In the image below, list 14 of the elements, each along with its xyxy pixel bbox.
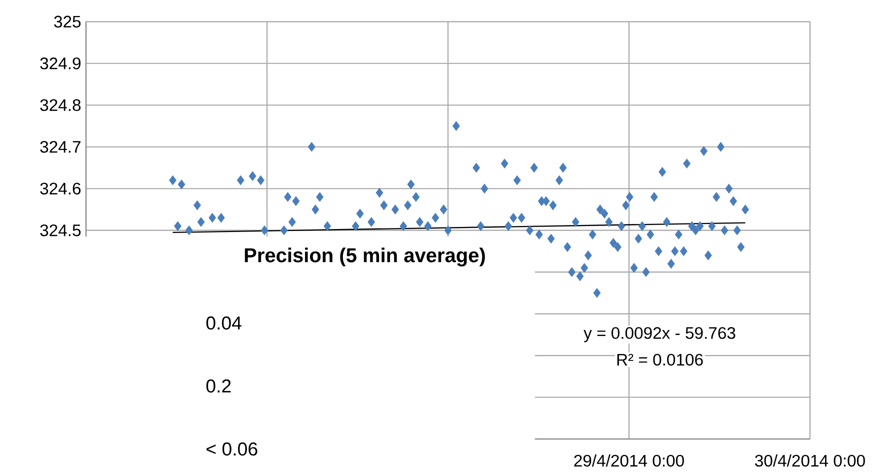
y-tick-label: 324.9: [40, 58, 81, 70]
annotation: Precision (5 min average): [244, 248, 485, 266]
y-tick-label: 324.8: [40, 99, 81, 112]
y-tick-label: 324.5: [40, 224, 81, 236]
y-tick-label: 324.6: [40, 182, 81, 195]
annotation: y = 0.0092x - 59.763: [584, 327, 736, 342]
x-tick-label: 29/4/2014 0:00: [574, 454, 684, 467]
annotation: R² = 0.0106: [617, 354, 703, 366]
x-tick-label: 30/4/2014 0:00: [755, 454, 865, 467]
y-tick-label: 324.7: [40, 140, 80, 153]
annotation: 0.2: [206, 379, 231, 393]
text: < 0.06: [206, 442, 258, 456]
annotation: 0.04: [206, 316, 242, 330]
y-tick-label: 325: [54, 16, 81, 28]
